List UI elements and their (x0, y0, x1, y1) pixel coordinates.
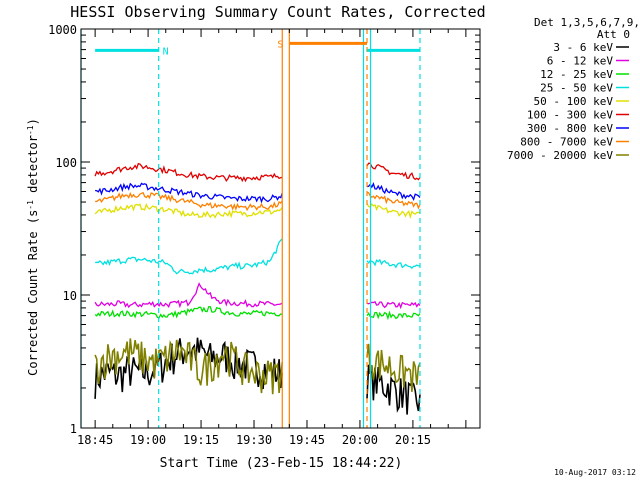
legend-label: 12 - 25 keV (540, 68, 613, 81)
footer-timestamp: 10-Aug-2017 03:12 (554, 468, 636, 477)
legend-label: 3 - 6 keV (553, 41, 613, 54)
series-trace (94, 202, 283, 219)
y-axis-label: Corrected Count Rate (s-1 detector-1) (26, 118, 41, 376)
annotation-label: S (277, 39, 283, 50)
series-trace (366, 162, 421, 181)
series-trace (94, 337, 284, 399)
series-trace (94, 306, 283, 319)
legend-label: 25 - 50 keV (540, 82, 613, 95)
x-tick-label: 19:00 (130, 433, 166, 447)
annotation-label: N (163, 46, 169, 57)
legend-label: 300 - 800 keV (527, 122, 613, 135)
series-trace (366, 310, 421, 321)
legend-header: Det 1,3,5,6,7,9, (534, 16, 640, 29)
y-tick-label: 100 (55, 156, 77, 170)
series-trace (366, 343, 421, 392)
series-trace (94, 282, 283, 309)
series-trace (366, 182, 421, 202)
x-tick-label: 20:00 (342, 433, 378, 447)
plot-frame (80, 28, 481, 429)
plot-area: NS (80, 29, 421, 428)
series-trace (94, 162, 283, 183)
y-tick-label: 1000 (48, 23, 77, 37)
x-tick-label: 18:45 (77, 433, 113, 447)
legend-label: 6 - 12 keV (547, 55, 614, 68)
y-tick-label: 10 (63, 289, 77, 303)
series-trace (94, 338, 284, 395)
series-trace (366, 202, 421, 220)
series-trace (95, 238, 283, 275)
x-tick-label: 19:15 (183, 433, 219, 447)
x-tick-label: 19:30 (236, 433, 272, 447)
y-tick-label: 1 (70, 422, 77, 436)
series-7000-20000-kev (94, 338, 421, 395)
series-25-50-kev (95, 238, 421, 275)
axes: 18:45 19:00 19:15 19:30 19:45 20:00 20:15 1 10 10… (48, 23, 481, 447)
series-50-100-kev (94, 202, 421, 220)
legend-label: 7000 - 20000 keV (507, 149, 613, 162)
series-12-25-kev (94, 306, 421, 321)
series-800-7000-kev (95, 191, 421, 212)
series-trace (95, 182, 283, 204)
series-6-12-kev (94, 282, 421, 310)
series-trace (366, 191, 421, 210)
x-tick-label: 19:45 (289, 433, 325, 447)
series-100-300-kev (94, 162, 421, 183)
legend-label: 100 - 300 keV (527, 109, 613, 122)
chart-title: HESSI Observing Summary Count Rates, Cor… (70, 3, 485, 21)
series-trace (366, 300, 421, 310)
series-trace (366, 258, 421, 269)
legend-label: 50 - 100 keV (534, 95, 614, 108)
x-axis-label: Start Time (23-Feb-15 18:44:22) (160, 456, 403, 471)
x-tick-label: 20:15 (395, 433, 431, 447)
series-trace (95, 191, 283, 212)
legend-label: 800 - 7000 keV (520, 136, 613, 149)
series-300-800-kev (95, 182, 421, 204)
legend-header: Att 0 (597, 28, 630, 41)
